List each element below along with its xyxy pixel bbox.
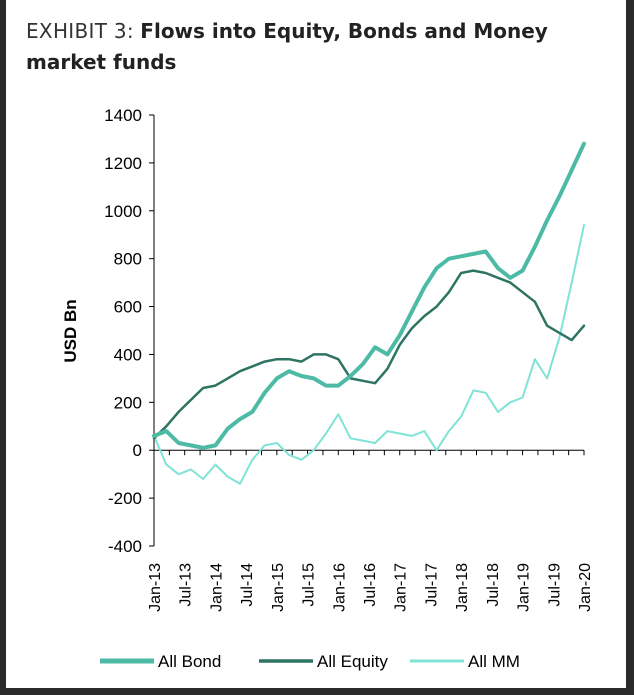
x-tick-label: Jul-14	[239, 563, 256, 607]
legend-label: All Equity	[317, 652, 388, 671]
x-tick-label: Jul-19	[546, 563, 563, 607]
exhibit-label: EXHIBIT 3:	[26, 19, 134, 43]
legend: All Bond All Equity All MM	[100, 652, 520, 671]
y-axis-title: USD Bn	[61, 299, 80, 362]
x-tick-label: Jan-15	[270, 563, 287, 612]
x-tick-label: Jan-19	[516, 563, 533, 612]
chart-title: EXHIBIT 3: Flows into Equity, Bonds and …	[26, 16, 586, 78]
x-tick-label: Jul-18	[485, 563, 502, 607]
chart-panel: EXHIBIT 3: Flows into Equity, Bonds and …	[6, 0, 626, 688]
title-text: Flows into Equity, Bonds and Money marke…	[26, 19, 548, 74]
series-line-all-mm	[153, 224, 585, 485]
y-tick-label: 1400	[104, 106, 142, 125]
y-tick-label: -200	[108, 489, 142, 508]
x-tick-label: Jan-20	[577, 563, 594, 612]
line-chart: -400 -200 0 200 400 600 800 1000 1200 1400 Jan-13 J…	[61, 106, 594, 671]
legend-label: All MM	[468, 652, 520, 671]
y-tick-label: 1200	[104, 154, 142, 173]
x-tick-label: Jan-17	[393, 563, 410, 612]
series-line-all-equity	[152, 269, 586, 440]
x-tick-label: Jul-15	[301, 563, 318, 607]
x-tick-label: Jan-14	[208, 563, 225, 612]
axes	[149, 114, 585, 547]
y-tick-label: 0	[133, 441, 142, 460]
x-tick-label: Jan-18	[454, 563, 471, 612]
x-tick-label: Jan-16	[331, 563, 348, 612]
y-tick-label: 800	[114, 250, 142, 269]
x-tick-label: Jul-16	[362, 563, 379, 607]
series-lines	[152, 141, 586, 485]
y-tick-label: 400	[114, 345, 142, 364]
y-tick-label: 1000	[104, 202, 142, 221]
y-tick-label: 200	[114, 393, 142, 412]
axis-labels: -400 -200 0 200 400 600 800 1000 1200 1400 Jan-13 J…	[61, 106, 594, 612]
x-tick-label: Jul-17	[423, 563, 440, 607]
y-tick-label: -400	[108, 537, 142, 556]
legend-label: All Bond	[158, 652, 221, 671]
y-tick-label: 600	[114, 298, 142, 317]
x-tick-label: Jan-13	[147, 563, 164, 612]
series-line-all-bond	[152, 141, 586, 450]
x-tick-label: Jul-13	[178, 563, 195, 607]
